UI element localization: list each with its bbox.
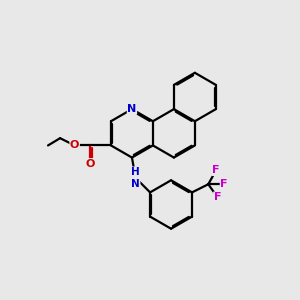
Text: F: F [212, 166, 220, 176]
Text: N: N [127, 104, 136, 114]
Text: O: O [70, 140, 79, 150]
Text: F: F [214, 192, 221, 202]
Text: H
N: H N [131, 167, 140, 189]
Text: O: O [86, 159, 95, 169]
Text: F: F [220, 179, 228, 189]
